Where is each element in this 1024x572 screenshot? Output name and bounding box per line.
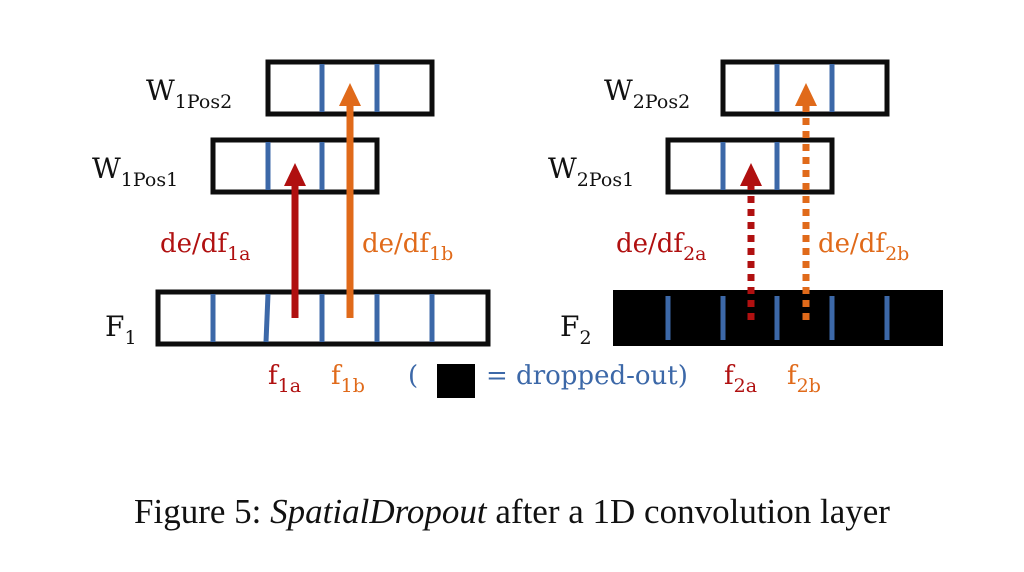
right-arrow-b — [795, 83, 817, 320]
left-panel: W1Pos2 W1Pos1 F1 de/df1a de/df1b — [92, 59, 491, 397]
left-grad-b-label: de/df1b — [362, 229, 453, 265]
left-f-a-label: f1a — [268, 361, 301, 397]
right-w-pos1-label: W2Pos1 — [548, 152, 634, 191]
right-arrow-a — [740, 163, 762, 320]
legend: ( = dropped-out) — [408, 361, 688, 398]
right-f-b-label: f2b — [787, 361, 821, 397]
right-panel: W2Pos2 W2Pos1 F2 de/df2a de/df2b — [548, 59, 943, 397]
right-grad-b-label: de/df2b — [818, 229, 909, 265]
caption-prefix: Figure 5: — [134, 492, 271, 531]
right-feature-label: F2 — [560, 310, 592, 349]
left-feature-map — [155, 289, 491, 347]
right-grad-a-label: de/df2a — [616, 229, 706, 265]
right-feature-map-dropped — [613, 290, 943, 346]
left-arrow-a — [284, 163, 306, 318]
legend-open-paren: ( — [408, 361, 418, 391]
diagram-canvas: W1Pos2 W1Pos1 F1 de/df1a de/df1b — [92, 59, 943, 398]
right-w-pos2-label: W2Pos2 — [604, 74, 690, 113]
left-grad-a-label: de/df1a — [160, 229, 250, 265]
legend-text: = dropped-out) — [486, 361, 688, 391]
left-w-pos2-label: W1Pos2 — [146, 74, 232, 113]
figure-caption: Figure 5: SpatialDropout after a 1D conv… — [0, 492, 1024, 532]
legend-dropped-swatch — [437, 364, 475, 398]
left-w-pos1-label: W1Pos1 — [92, 152, 178, 191]
right-f-a-label: f2a — [724, 361, 757, 397]
caption-suffix: after a 1D convolution layer — [486, 492, 890, 531]
caption-emphasis: SpatialDropout — [270, 492, 487, 531]
left-arrow-b — [339, 83, 361, 318]
left-f-b-label: f1b — [331, 361, 365, 397]
left-feature-label: F1 — [105, 310, 137, 349]
